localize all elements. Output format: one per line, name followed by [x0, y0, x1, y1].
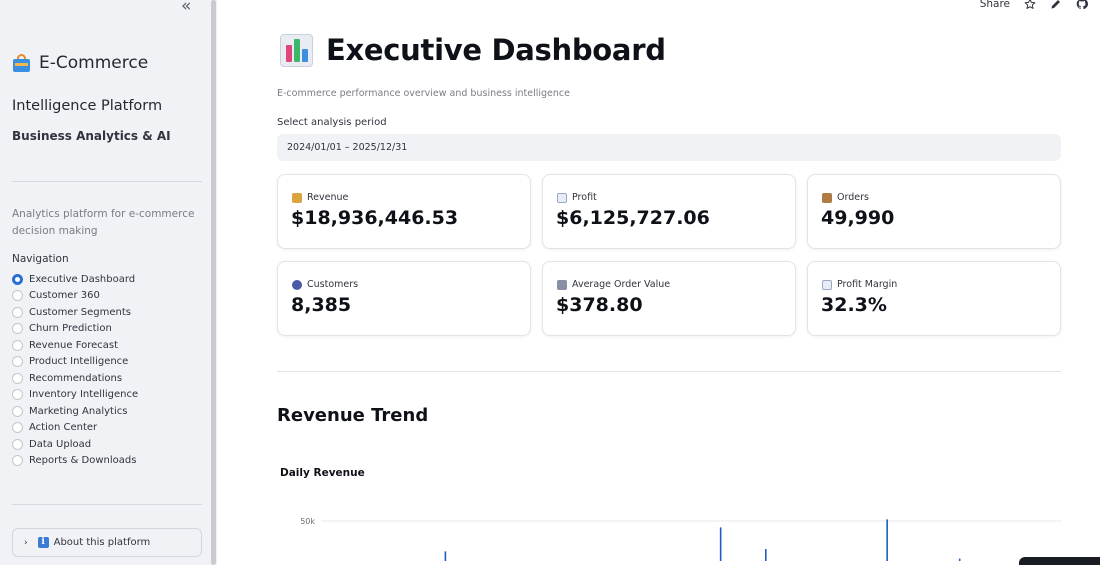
radio-unselected-icon[interactable]: [12, 323, 23, 335]
chart-increasing-icon: [557, 192, 567, 203]
shopping-cart-icon: [557, 279, 567, 290]
metric-value: 8,385: [291, 294, 352, 316]
nav-item-label: Product Intelligence: [29, 356, 129, 368]
sidebar-divider: [12, 504, 202, 505]
sidebar: « E-Commerce Intelligence Platform Busin…: [0, 0, 217, 565]
brand-title: E-Commerce: [39, 53, 149, 73]
metric-label: Average Order Value: [572, 279, 671, 290]
radio-unselected-icon[interactable]: [12, 290, 23, 302]
nav-item-marketing-analytics[interactable]: Marketing Analytics: [12, 403, 138, 420]
metric-value: $6,125,727.06: [556, 207, 710, 229]
package-icon: [822, 192, 832, 203]
revenue-bar: [886, 519, 888, 561]
section-title: Revenue Trend: [277, 405, 429, 426]
metric-card-profit-margin: Profit Margin 32.3%: [807, 261, 1061, 336]
metric-card-profit: Profit $6,125,727.06: [542, 174, 796, 249]
platform-subtitle: Intelligence Platform: [12, 98, 163, 114]
revenue-bar: [958, 558, 961, 561]
date-range-input[interactable]: [277, 134, 1061, 161]
nav-item-action-center[interactable]: Action Center: [12, 420, 138, 437]
metric-card-orders: Orders 49,990: [807, 174, 1061, 249]
info-icon: i: [37, 537, 49, 548]
nav-item-label: Inventory Intelligence: [29, 389, 139, 401]
pencil-icon[interactable]: [1050, 0, 1062, 10]
y-tick-label: 50k: [300, 517, 315, 526]
section-divider: [277, 371, 1061, 372]
share-button[interactable]: Share: [979, 0, 1010, 10]
chart-title: Daily Revenue: [280, 467, 365, 479]
nav-item-product-intelligence[interactable]: Product Intelligence: [12, 354, 138, 371]
sidebar-scrollbar[interactable]: [211, 0, 216, 565]
page-title: Executive Dashboard: [326, 33, 666, 67]
period-label: Select analysis period: [277, 117, 387, 128]
radio-unselected-icon[interactable]: [12, 389, 23, 401]
github-icon[interactable]: [1076, 0, 1088, 10]
radio-unselected-icon[interactable]: [12, 339, 23, 351]
revenue-bar: [444, 551, 447, 561]
nav-item-label: Marketing Analytics: [29, 405, 128, 417]
metric-label: Revenue: [307, 192, 349, 203]
nav-item-reports-downloads[interactable]: Reports & Downloads: [12, 453, 138, 470]
bar-chart-icon: [280, 33, 313, 67]
metric-card-revenue: Revenue $18,936,446.53: [277, 174, 531, 249]
daily-revenue-chart: 50k: [300, 517, 1061, 561]
radio-unselected-icon[interactable]: [12, 405, 23, 417]
nav-item-label: Customer 360: [29, 290, 100, 302]
nav-item-executive-dashboard[interactable]: Executive Dashboard: [12, 271, 138, 288]
chevron-right-icon: ›: [24, 537, 28, 548]
navigation-radio-group: Executive Dashboard Customer 360 Customer …: [12, 271, 138, 469]
metric-card-average-order-value: Average Order Value $378.80: [542, 261, 796, 336]
header-toolbar: Share: [980, 0, 1088, 10]
radio-unselected-icon[interactable]: [12, 356, 23, 368]
sidebar-divider: [12, 181, 202, 182]
radio-unselected-icon[interactable]: [12, 306, 23, 318]
star-icon[interactable]: [1024, 0, 1036, 10]
nav-item-label: Recommendations: [29, 372, 123, 384]
metric-value: $378.80: [556, 294, 643, 316]
nav-item-label: Customer Segments: [29, 306, 131, 318]
metric-label: Customers: [307, 279, 359, 290]
people-icon: [292, 279, 302, 290]
metric-value: 32.3%: [821, 294, 887, 316]
money-bag-icon: [292, 192, 302, 203]
nav-item-label: Churn Prediction: [29, 323, 112, 335]
nav-item-label: Revenue Forecast: [29, 339, 119, 351]
metric-label: Profit Margin: [837, 279, 898, 290]
metric-label: Orders: [837, 192, 869, 203]
metric-label: Profit: [572, 192, 597, 203]
platform-tagline: Business Analytics & AI: [12, 129, 171, 143]
nav-item-label: Action Center: [29, 422, 98, 434]
revenue-bar: [719, 527, 722, 561]
nav-item-recommendations[interactable]: Recommendations: [12, 370, 138, 387]
bar-chart-icon: [822, 279, 832, 290]
nav-item-customer-360[interactable]: Customer 360: [12, 288, 138, 305]
metric-value: 49,990: [821, 207, 895, 229]
nav-item-data-upload[interactable]: Data Upload: [12, 436, 138, 453]
nav-item-revenue-forecast[interactable]: Revenue Forecast: [12, 337, 138, 354]
radio-unselected-icon[interactable]: [12, 438, 23, 450]
nav-item-inventory-intelligence[interactable]: Inventory Intelligence: [12, 387, 138, 404]
nav-item-customer-segments[interactable]: Customer Segments: [12, 304, 138, 321]
nav-item-label: Executive Dashboard: [29, 273, 136, 285]
metric-value: $18,936,446.53: [291, 207, 459, 229]
navigation-label: Navigation: [12, 253, 69, 265]
nav-item-churn-prediction[interactable]: Churn Prediction: [12, 321, 138, 338]
radio-selected-icon[interactable]: [12, 273, 23, 285]
radio-unselected-icon[interactable]: [12, 372, 23, 384]
about-expander[interactable]: › i About this platform: [12, 528, 202, 557]
revenue-bar: [765, 549, 767, 561]
radio-unselected-icon[interactable]: [12, 455, 23, 467]
metric-card-customers: Customers 8,385: [277, 261, 531, 336]
nav-item-label: Data Upload: [29, 438, 92, 450]
page-subtitle: E-commerce performance overview and busi…: [277, 88, 570, 99]
nav-item-label: Reports & Downloads: [29, 455, 137, 467]
shopping-bag-icon: [12, 53, 31, 73]
brand: E-Commerce: [12, 53, 148, 73]
radio-unselected-icon[interactable]: [12, 422, 23, 434]
page-header: Executive Dashboard: [280, 33, 666, 67]
status-widget: [1019, 557, 1100, 565]
double-chevron-left-icon[interactable]: «: [181, 0, 192, 16]
about-label: About this platform: [53, 537, 151, 548]
platform-description: Analytics platform for e-commerce decisi…: [12, 208, 195, 237]
